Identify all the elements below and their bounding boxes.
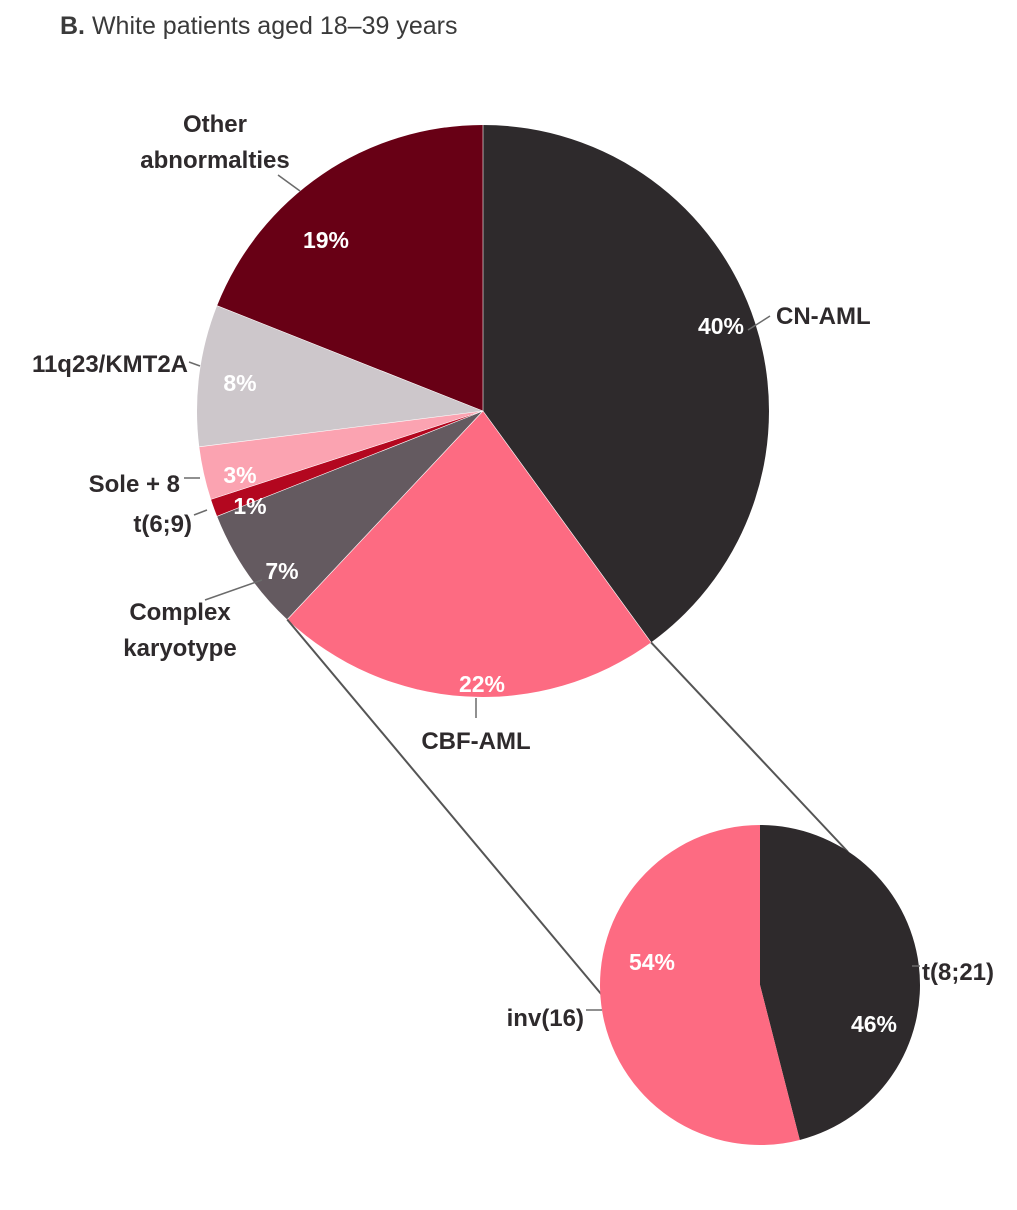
leader-11q23-kmt2a (188, 361, 201, 367)
connector-line-upper (650, 641, 849, 853)
breakdown-value-label-t-8-21: 46% (851, 1011, 897, 1037)
chart-title-text: White patients aged 18–39 years (91, 12, 458, 40)
connector-line-lower (286, 618, 603, 996)
breakdown-connectors (286, 618, 849, 996)
category-label-other-abnormalties: Other abnormalties (140, 111, 289, 174)
breakdown-value-label-inv-16: 54% (629, 949, 675, 975)
value-label-cn-aml: 40% (698, 313, 744, 339)
breakdown-slice-t-8-21 (760, 825, 920, 1140)
breakdown-pie (599, 825, 920, 1145)
slice-other-abnormalties (217, 125, 483, 411)
value-label-11q23-kmt2a: 8% (223, 370, 256, 396)
value-label-other-abnormalties: 19% (303, 227, 349, 253)
slice-divider (482, 410, 652, 643)
category-label-sole-8: Sole + 8 (89, 471, 180, 498)
chart-title: B. White patients aged 18–39 years (60, 12, 457, 41)
leader-other-abnormalties (277, 174, 301, 192)
slice-cbf-aml (287, 411, 652, 697)
value-label-t-6-9: 1% (233, 493, 266, 519)
slice-divider (210, 410, 484, 500)
breakdown-slice-inv-16 (599, 825, 800, 1145)
value-label-cbf-aml: 22% (459, 671, 505, 697)
slice-divider (216, 410, 484, 517)
category-label-complex-karyotype: Complex karyotype (123, 599, 236, 662)
leader-cn-aml (747, 315, 771, 331)
leader-complex-karyotype (204, 579, 263, 601)
slice-divider (199, 410, 484, 448)
breakdown-category-label-t-8-21: t(8;21) (922, 959, 994, 986)
category-label-cn-aml: CN-AML (776, 303, 871, 330)
value-label-sole-8: 3% (223, 462, 256, 488)
category-label-t-6-9: t(6;9) (133, 511, 192, 538)
slice-divider (216, 305, 484, 412)
slice-t-6-9 (210, 411, 483, 517)
main-pie (197, 125, 769, 697)
slice-divider (287, 410, 484, 620)
slice-cn-aml (483, 125, 769, 643)
leader-t-6-9 (193, 509, 208, 516)
panel-letter: B. (60, 12, 85, 40)
slice-sole-8 (199, 411, 483, 500)
breakdown-category-label-inv-16: inv(16) (507, 1005, 584, 1032)
slice-11q23-kmt2a (197, 305, 483, 447)
value-label-complex-karyotype: 7% (265, 558, 298, 584)
slice-complex-karyotype (217, 411, 483, 620)
category-label-cbf-aml: CBF-AML (421, 728, 530, 755)
category-label-11q23-kmt2a: 11q23/KMT2A (32, 351, 188, 378)
